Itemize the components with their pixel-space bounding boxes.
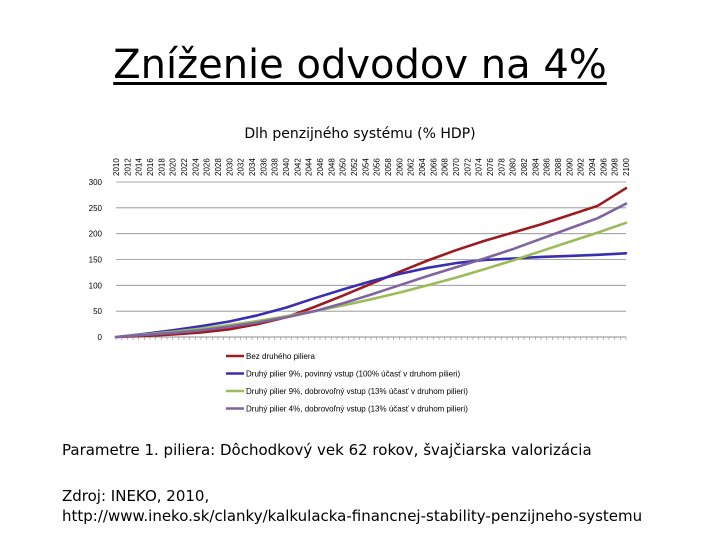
x-tick-label: 2094 — [588, 158, 597, 176]
x-tick-label: 2062 — [407, 158, 416, 176]
x-tick-label: 2032 — [237, 158, 246, 176]
x-tick-label: 2098 — [611, 158, 620, 176]
series-lines — [114, 186, 628, 339]
y-tick-label: 100 — [89, 281, 103, 290]
x-tick-label: 2024 — [191, 158, 200, 176]
legend-label-3: Druhý pilier 9%, dobrovoľný vstup (13% ú… — [246, 387, 468, 396]
x-tick-label: 2058 — [384, 158, 393, 176]
source-line-2: http://www.ineko.sk/clanky/kalkulacka-fi… — [62, 507, 643, 525]
x-tick-label: 2014 — [135, 158, 144, 176]
y-tick-label: 250 — [89, 204, 103, 213]
x-tick-label: 2080 — [509, 158, 518, 176]
x-tick-label: 2054 — [361, 158, 370, 176]
x-tick-label: 2026 — [203, 158, 212, 176]
x-tick-label: 2018 — [157, 158, 166, 176]
legend-label-1: Bez druhého piliera — [246, 352, 315, 361]
x-tick-label: 2086 — [543, 158, 552, 176]
y-tick-label: 150 — [89, 256, 103, 265]
x-tick-label: 2092 — [577, 158, 586, 176]
x-tick-label: 2088 — [554, 158, 563, 176]
parameters-text: Parametre 1. piliera: Dôchodkový vek 62 … — [62, 441, 592, 459]
x-tick-label: 2076 — [486, 158, 495, 176]
x-tick-label: 2064 — [418, 158, 427, 176]
x-tick-label: 2046 — [316, 158, 325, 176]
x-tick-label: 2034 — [248, 158, 257, 176]
x-tick-label: 2084 — [531, 158, 540, 176]
y-tick-label: 50 — [93, 307, 102, 316]
x-tick-label: 2022 — [180, 158, 189, 176]
y-tick-label: 0 — [98, 333, 103, 342]
x-tick-label: 2050 — [339, 158, 348, 176]
x-tick-label: 2048 — [327, 158, 336, 176]
legend-label-2: Druhý pilier 9%, povinný vstup (100% úča… — [246, 370, 461, 379]
x-tick-label: 2040 — [282, 158, 291, 176]
x-tick-label: 2042 — [293, 158, 302, 176]
legend-label-4: Druhý pilier 4%, dobrovoľný vstup (13% ú… — [246, 405, 468, 414]
x-tick-label: 2052 — [350, 158, 359, 176]
series-line-3 — [114, 221, 628, 339]
series-line-2 — [114, 252, 628, 339]
source-line-1: Zdroj: INEKO, 2010, — [62, 487, 210, 505]
x-tick-label: 2078 — [497, 158, 506, 176]
x-tick-label: 2066 — [429, 158, 438, 176]
x-tick-label: 2056 — [373, 158, 382, 176]
x-tick-label: 2044 — [305, 158, 314, 176]
x-tick-label: 2010 — [112, 158, 121, 176]
x-tick-label: 2100 — [622, 158, 631, 176]
x-tick-label: 2068 — [441, 158, 450, 176]
x-tick-label: 2036 — [259, 158, 268, 176]
chart-title: Dlh penzijného systému (% HDP) — [244, 126, 475, 142]
x-tick-label: 2074 — [475, 158, 484, 176]
x-tick-label: 2082 — [520, 158, 529, 176]
x-tick-label: 2030 — [225, 158, 234, 176]
x-tick-label: 2016 — [146, 158, 155, 176]
grid-lines — [116, 181, 626, 312]
source-text: Zdroj: INEKO, 2010, http://www.ineko.sk/… — [62, 486, 642, 526]
x-tick-label: 2060 — [395, 158, 404, 176]
x-tick-label: 2072 — [463, 158, 472, 176]
x-tick-label: 2038 — [271, 158, 280, 176]
x-tick-label: 2096 — [599, 158, 608, 176]
x-tick-label: 2028 — [214, 158, 223, 176]
y-tick-label: 300 — [89, 178, 103, 187]
legend: Bez druhého piliera Druhý pilier 9%, povi… — [226, 352, 468, 414]
series-line-4 — [114, 202, 628, 339]
x-tick-label: 2090 — [565, 158, 574, 176]
x-tick-label: 2020 — [169, 158, 178, 176]
series-line-1 — [114, 186, 628, 339]
x-tick-label: 2012 — [123, 158, 132, 176]
slide-title: Zníženie odvodov na 4% — [113, 42, 607, 88]
x-tick-label: 2070 — [452, 158, 461, 176]
y-tick-label: 200 — [89, 230, 103, 239]
